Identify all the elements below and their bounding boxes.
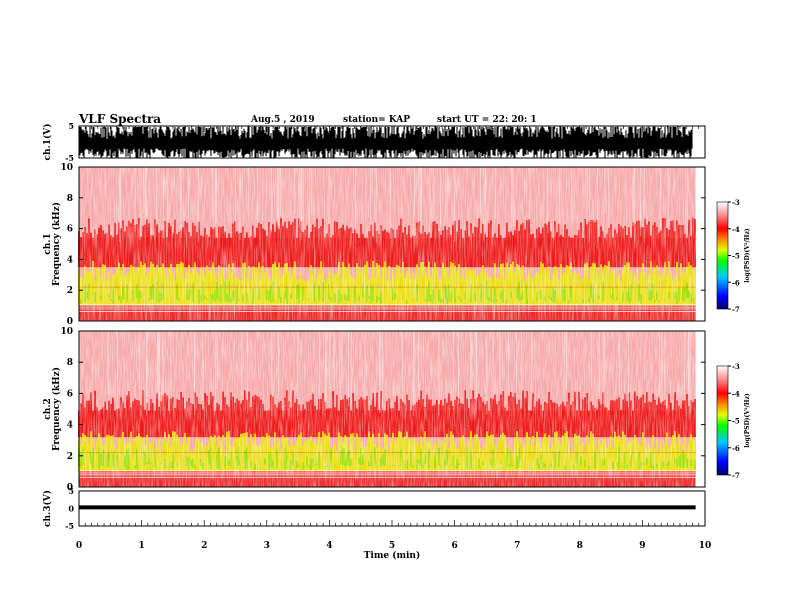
ch1-ytick-label: 4	[67, 255, 73, 265]
colorbar-label: log(PSD)(V²/Hz)	[744, 393, 751, 448]
ch2-ylabel-frequency: Frequency (kHz)	[51, 367, 62, 451]
ch1-waveform-trace	[79, 126, 693, 158]
xtick-label: 5	[389, 541, 395, 551]
ch2-ytick-label: 0	[67, 483, 73, 493]
colorbar-2	[716, 365, 729, 476]
colorbar-tick-label: -5	[732, 417, 740, 426]
ch2-ylabel: ch.2	[43, 398, 53, 419]
spectrogram-streaks	[79, 331, 691, 417]
ch1-axes-frame	[78, 166, 706, 322]
ch1-ytick-label: 5	[68, 121, 74, 131]
ch2-ytick-label: 4	[67, 421, 73, 431]
colorbar-tick-label: -6	[732, 444, 740, 453]
xlabel: Time (min)	[364, 550, 421, 561]
ch1-spectrogram-image	[78, 167, 696, 321]
ch3-ytick-label: -5	[65, 521, 74, 531]
ch1-ylabel: ch.1	[43, 233, 53, 254]
ch1-ylabel-frequency: Frequency (kHz)	[51, 202, 62, 286]
colorbar-tick-label: -3	[732, 198, 740, 207]
ch1-ytick-label: 0	[67, 317, 73, 327]
ch1-ytick-label: -5	[65, 153, 74, 163]
colorbar-tick-label: -4	[732, 225, 740, 234]
ch3-ylabel: ch.3(V)	[42, 490, 53, 527]
xtick-label: 9	[639, 541, 645, 551]
xtick-label: 0	[76, 541, 82, 551]
ch1-waveform-line	[79, 126, 693, 158]
ch3-ytick-label: 0	[68, 504, 74, 514]
start-time-label: start UT = 22: 20: 1	[437, 115, 537, 125]
colorbar-tick-label: -6	[732, 278, 740, 287]
xtick-label: 8	[577, 541, 583, 551]
ch2-ytick-label: 10	[60, 327, 73, 337]
colorbar-tick-label: -7	[732, 471, 740, 480]
xtick-label: 2	[201, 541, 207, 551]
spectrogram-streaks	[119, 167, 688, 244]
ch2-ytick-label: 6	[67, 389, 73, 399]
date-label: Aug.5 , 2019	[251, 115, 315, 125]
ch2-spectrogram-image	[78, 331, 696, 487]
ch1-ytick-label: 6	[67, 225, 73, 235]
ch2-axes-frame	[78, 330, 706, 488]
xtick-label: 1	[138, 541, 144, 551]
xtick-label: 6	[451, 541, 457, 551]
xtick-label: 4	[326, 541, 332, 551]
chart-title: VLF Spectra	[79, 112, 162, 126]
ch2-ytick-label: 2	[67, 452, 73, 462]
ch1-ytick-label: 8	[67, 194, 73, 204]
xtick-label: 7	[514, 541, 520, 551]
ch3-ytick-label: 5	[68, 486, 74, 496]
ch1-ylabel: ch.1(V)	[42, 124, 53, 161]
colorbar-label: log(PSD)(V²/Hz)	[744, 228, 751, 283]
spectrogram-grain	[79, 331, 696, 487]
xtick-label: 10	[699, 541, 712, 551]
ch1-ytick-label: 10	[60, 163, 73, 173]
station-label: station= KAP	[343, 115, 411, 125]
ch1-ytick-label: 2	[67, 286, 73, 296]
colorbar-tick-label: -7	[732, 305, 740, 314]
colorbar-tick-label: -3	[732, 362, 740, 371]
colorbar-tick-label: -4	[732, 389, 740, 398]
xtick-label: 3	[264, 541, 270, 551]
colorbar-1	[716, 201, 729, 310]
ch2-ytick-label: 8	[67, 358, 73, 368]
colorbar-tick-label: -5	[732, 252, 740, 261]
spectrogram-grain	[79, 167, 696, 321]
